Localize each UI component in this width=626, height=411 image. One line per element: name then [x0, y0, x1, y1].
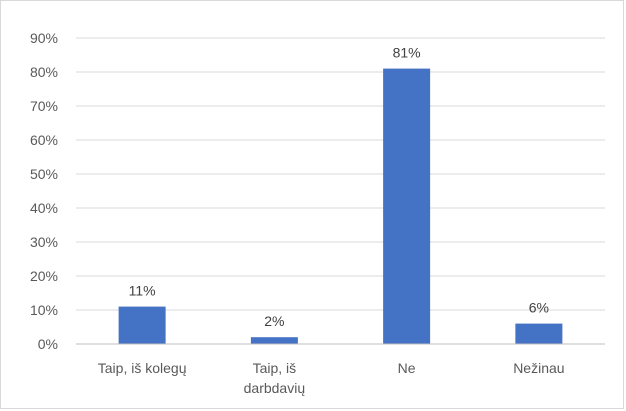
category-label-line: Taip, iš [253, 360, 297, 376]
category-label: Taip, iš darbdavių [244, 360, 306, 396]
bar [515, 323, 563, 344]
y-tick-label: 0% [38, 336, 58, 352]
y-tick-label: 50% [30, 166, 58, 182]
y-axis-ticks: 0% 10% 20% 30% 40% 50% 60% 70% 80% 90% [30, 30, 58, 352]
bars [118, 68, 563, 344]
data-labels: 11% 2% 81% 6% [129, 45, 549, 330]
y-tick-label: 20% [30, 268, 58, 284]
category-label-line: Taip, iš kolegų [98, 360, 187, 376]
category-label-line: Nežinau [513, 360, 564, 376]
bar [383, 68, 431, 344]
category-label: Nežinau [513, 360, 564, 376]
data-label: 2% [264, 313, 284, 329]
category-label: Ne [398, 360, 416, 376]
y-tick-label: 60% [30, 132, 58, 148]
y-tick-label: 10% [30, 302, 58, 318]
data-label: 6% [529, 300, 549, 316]
y-tick-label: 80% [30, 64, 58, 80]
y-tick-label: 90% [30, 30, 58, 46]
y-tick-label: 40% [30, 200, 58, 216]
y-tick-label: 70% [30, 98, 58, 114]
bar [118, 306, 166, 344]
bar [250, 337, 298, 344]
gridlines [76, 37, 605, 311]
data-label: 81% [393, 45, 421, 61]
y-tick-label: 30% [30, 234, 58, 250]
data-label: 11% [129, 283, 156, 299]
category-label-line: Ne [398, 360, 416, 376]
category-label: Taip, iš kolegų [98, 360, 187, 376]
category-labels: Taip, iš kolegų Taip, iš darbdavių Ne Nežina… [98, 360, 565, 396]
category-label-line: darbdavių [244, 380, 306, 396]
